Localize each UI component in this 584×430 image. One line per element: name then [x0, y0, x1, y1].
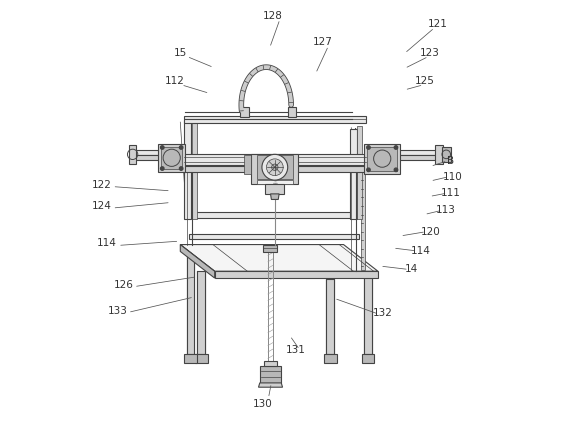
Circle shape	[179, 167, 183, 171]
Polygon shape	[324, 354, 337, 363]
Polygon shape	[244, 156, 251, 174]
Polygon shape	[184, 121, 191, 219]
Circle shape	[262, 155, 288, 181]
Text: 133: 133	[108, 305, 128, 315]
Polygon shape	[361, 155, 365, 271]
Polygon shape	[134, 150, 159, 156]
Polygon shape	[197, 272, 205, 354]
Polygon shape	[189, 234, 359, 240]
Polygon shape	[364, 273, 372, 354]
Circle shape	[379, 156, 385, 163]
Polygon shape	[367, 147, 397, 171]
Polygon shape	[259, 383, 283, 387]
Text: 114: 114	[96, 238, 116, 248]
Polygon shape	[364, 144, 400, 174]
Polygon shape	[442, 147, 451, 163]
Polygon shape	[264, 362, 277, 366]
Polygon shape	[326, 280, 334, 354]
Polygon shape	[260, 366, 281, 383]
Circle shape	[367, 169, 370, 172]
Polygon shape	[184, 354, 197, 363]
Circle shape	[179, 147, 183, 150]
Polygon shape	[350, 129, 357, 219]
Polygon shape	[184, 155, 366, 166]
Polygon shape	[241, 108, 249, 117]
Text: B: B	[447, 155, 454, 165]
Text: 120: 120	[420, 226, 440, 236]
Circle shape	[161, 167, 164, 171]
Text: 127: 127	[313, 37, 333, 46]
Polygon shape	[187, 213, 356, 218]
Polygon shape	[184, 117, 366, 124]
Text: 111: 111	[441, 188, 461, 198]
Polygon shape	[195, 354, 208, 363]
Polygon shape	[357, 127, 361, 219]
Text: ⚠: ⚠	[272, 180, 277, 185]
Circle shape	[394, 169, 398, 172]
Circle shape	[272, 165, 278, 171]
Polygon shape	[251, 155, 298, 185]
Text: 123: 123	[419, 48, 439, 58]
Polygon shape	[180, 245, 215, 279]
Polygon shape	[435, 146, 443, 164]
Text: 14: 14	[405, 264, 418, 273]
Polygon shape	[270, 194, 279, 200]
Polygon shape	[184, 167, 366, 172]
Text: 110: 110	[443, 172, 463, 181]
Text: 132: 132	[373, 308, 393, 318]
Text: 126: 126	[114, 280, 134, 289]
Polygon shape	[134, 156, 159, 160]
Polygon shape	[288, 108, 296, 117]
Text: 121: 121	[428, 19, 448, 29]
Polygon shape	[158, 144, 186, 173]
Text: 114: 114	[411, 245, 431, 255]
Text: 122: 122	[92, 179, 112, 189]
Circle shape	[367, 147, 370, 150]
Polygon shape	[161, 147, 182, 170]
Polygon shape	[265, 185, 284, 194]
Text: 125: 125	[415, 76, 434, 86]
Polygon shape	[398, 150, 436, 156]
Text: 131: 131	[286, 344, 305, 354]
Polygon shape	[257, 156, 293, 180]
Circle shape	[168, 155, 175, 162]
Polygon shape	[398, 156, 436, 160]
Polygon shape	[128, 146, 137, 164]
Circle shape	[161, 147, 164, 150]
Circle shape	[266, 160, 283, 176]
Text: 112: 112	[165, 76, 185, 86]
Text: 124: 124	[92, 200, 112, 211]
Polygon shape	[192, 119, 197, 219]
Polygon shape	[180, 245, 378, 272]
Text: 130: 130	[253, 398, 273, 408]
Polygon shape	[257, 180, 293, 184]
Polygon shape	[187, 249, 194, 354]
Circle shape	[394, 147, 398, 150]
Text: 113: 113	[436, 205, 456, 215]
Text: 128: 128	[263, 11, 283, 21]
Polygon shape	[263, 245, 277, 253]
Polygon shape	[215, 272, 378, 279]
Polygon shape	[361, 354, 374, 363]
Text: 15: 15	[173, 48, 187, 58]
